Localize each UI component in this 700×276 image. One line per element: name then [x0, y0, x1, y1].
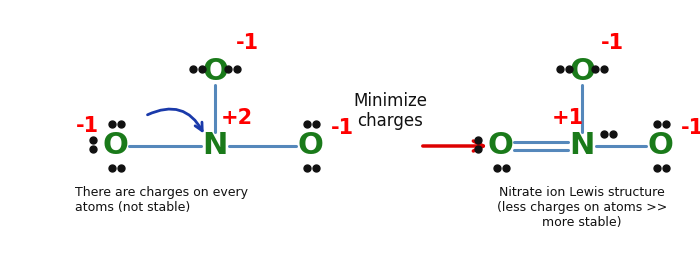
- Text: +1: +1: [552, 108, 584, 128]
- Text: O: O: [297, 131, 323, 161]
- FancyArrowPatch shape: [148, 109, 202, 131]
- Text: -1: -1: [76, 116, 99, 136]
- Text: O: O: [102, 131, 128, 161]
- Text: -1: -1: [601, 33, 624, 53]
- Text: +2: +2: [221, 108, 253, 128]
- Text: Minimize
charges: Minimize charges: [353, 92, 427, 130]
- Text: -1: -1: [680, 118, 700, 138]
- Text: -1: -1: [235, 33, 258, 53]
- Text: O: O: [647, 131, 673, 161]
- Text: O: O: [202, 57, 228, 86]
- Text: N: N: [202, 131, 228, 161]
- Text: -1: -1: [330, 118, 354, 138]
- Text: O: O: [569, 57, 595, 86]
- Text: N: N: [569, 131, 595, 161]
- Text: O: O: [487, 131, 513, 161]
- Text: There are charges on every
atoms (not stable): There are charges on every atoms (not st…: [75, 186, 248, 214]
- Text: Nitrate ion Lewis structure
(less charges on atoms >>
more stable): Nitrate ion Lewis structure (less charge…: [497, 186, 667, 229]
